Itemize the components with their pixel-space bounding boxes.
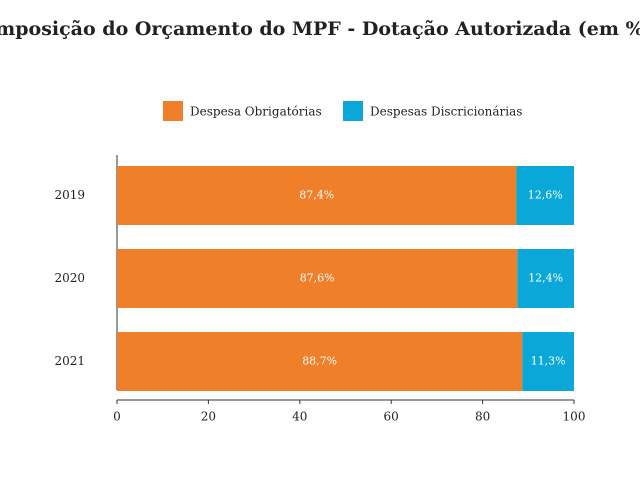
data-label: 87,6% [300, 272, 335, 285]
data-label: 11,3% [531, 355, 566, 368]
y-tick-label: 2021 [54, 354, 85, 368]
x-tick-label: 60 [384, 410, 399, 424]
x-tick-label: 0 [113, 410, 121, 424]
bar-segment [517, 249, 574, 308]
chart-title: Composição do Orçamento do MPF - Dotação… [0, 18, 640, 40]
data-label: 12,4% [528, 272, 563, 285]
bar-segment [522, 332, 574, 391]
y-tick-label: 2020 [54, 271, 85, 285]
x-tick-label: 80 [475, 410, 490, 424]
data-label: 87,4% [299, 189, 334, 202]
legend-swatch [343, 101, 363, 121]
legend-swatch [163, 101, 183, 121]
data-label: 12,6% [528, 189, 563, 202]
x-tick-label: 20 [201, 410, 216, 424]
bar-segment [117, 249, 518, 308]
x-tick-label: 40 [292, 410, 307, 424]
bar-segment [516, 166, 574, 225]
bar-segment [117, 166, 517, 225]
legend-label: Despesas Discricionárias [370, 105, 522, 119]
x-tick-label: 100 [563, 410, 586, 424]
bar-segment [117, 332, 523, 391]
legend-label: Despesa Obrigatórias [190, 105, 322, 119]
y-tick-label: 2019 [54, 188, 85, 202]
data-label: 88,7% [302, 355, 337, 368]
